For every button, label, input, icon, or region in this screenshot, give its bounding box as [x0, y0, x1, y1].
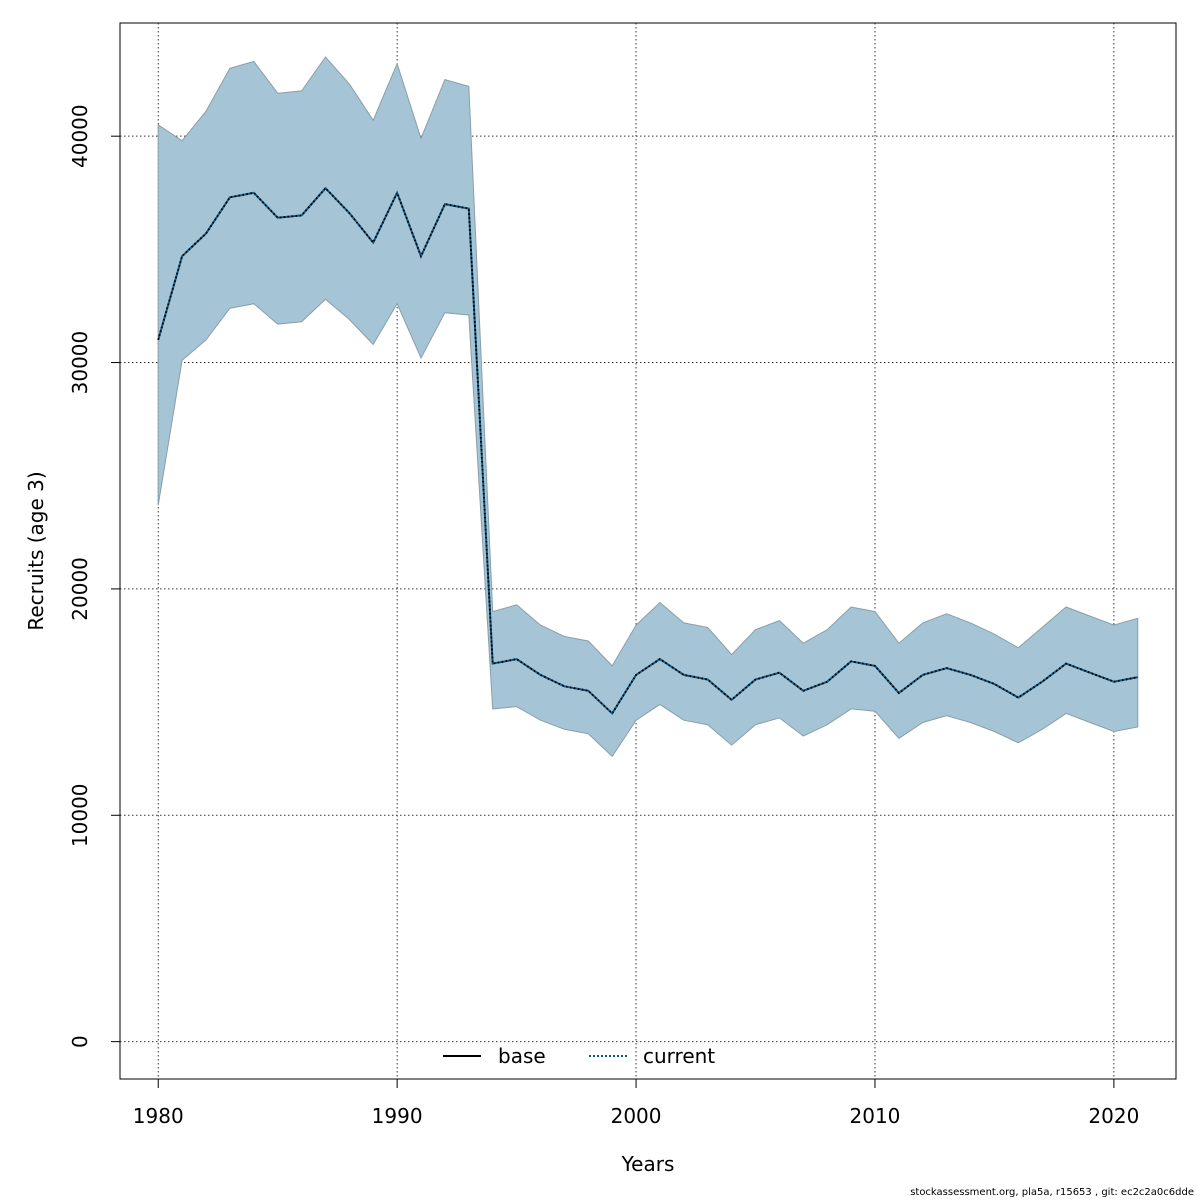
legend: base current [443, 1044, 715, 1068]
footer-credit: stockassessment.org, pla5a, r15653 , git… [910, 1187, 1194, 1198]
y-tick-label: 40000 [68, 104, 92, 168]
y-axis-label: Recruits (age 3) [24, 471, 48, 630]
x-axis: 1980 1990 2000 2010 2020 [133, 1079, 1139, 1128]
y-tick-label: 30000 [68, 331, 92, 395]
series-line-current [157, 186, 1138, 715]
y-tick-label: 20000 [68, 557, 92, 621]
series-line-base [157, 186, 1138, 715]
legend-label-current: current [643, 1044, 715, 1068]
legend-label-base: base [498, 1044, 546, 1068]
y-axis: 0 10000 20000 30000 40000 [68, 104, 120, 1048]
y-tick-label: 0 [68, 1035, 92, 1048]
x-tick-label: 1980 [133, 1104, 184, 1128]
x-tick-label: 2010 [850, 1104, 901, 1128]
x-axis-label: Years [621, 1152, 675, 1176]
confidence-band [157, 56, 1139, 758]
x-tick-label: 2000 [611, 1104, 662, 1128]
x-tick-label: 1990 [372, 1104, 423, 1128]
y-tick-label: 10000 [68, 783, 92, 847]
plot-frame [119, 22, 1177, 1080]
x-tick-label: 2020 [1088, 1104, 1139, 1128]
